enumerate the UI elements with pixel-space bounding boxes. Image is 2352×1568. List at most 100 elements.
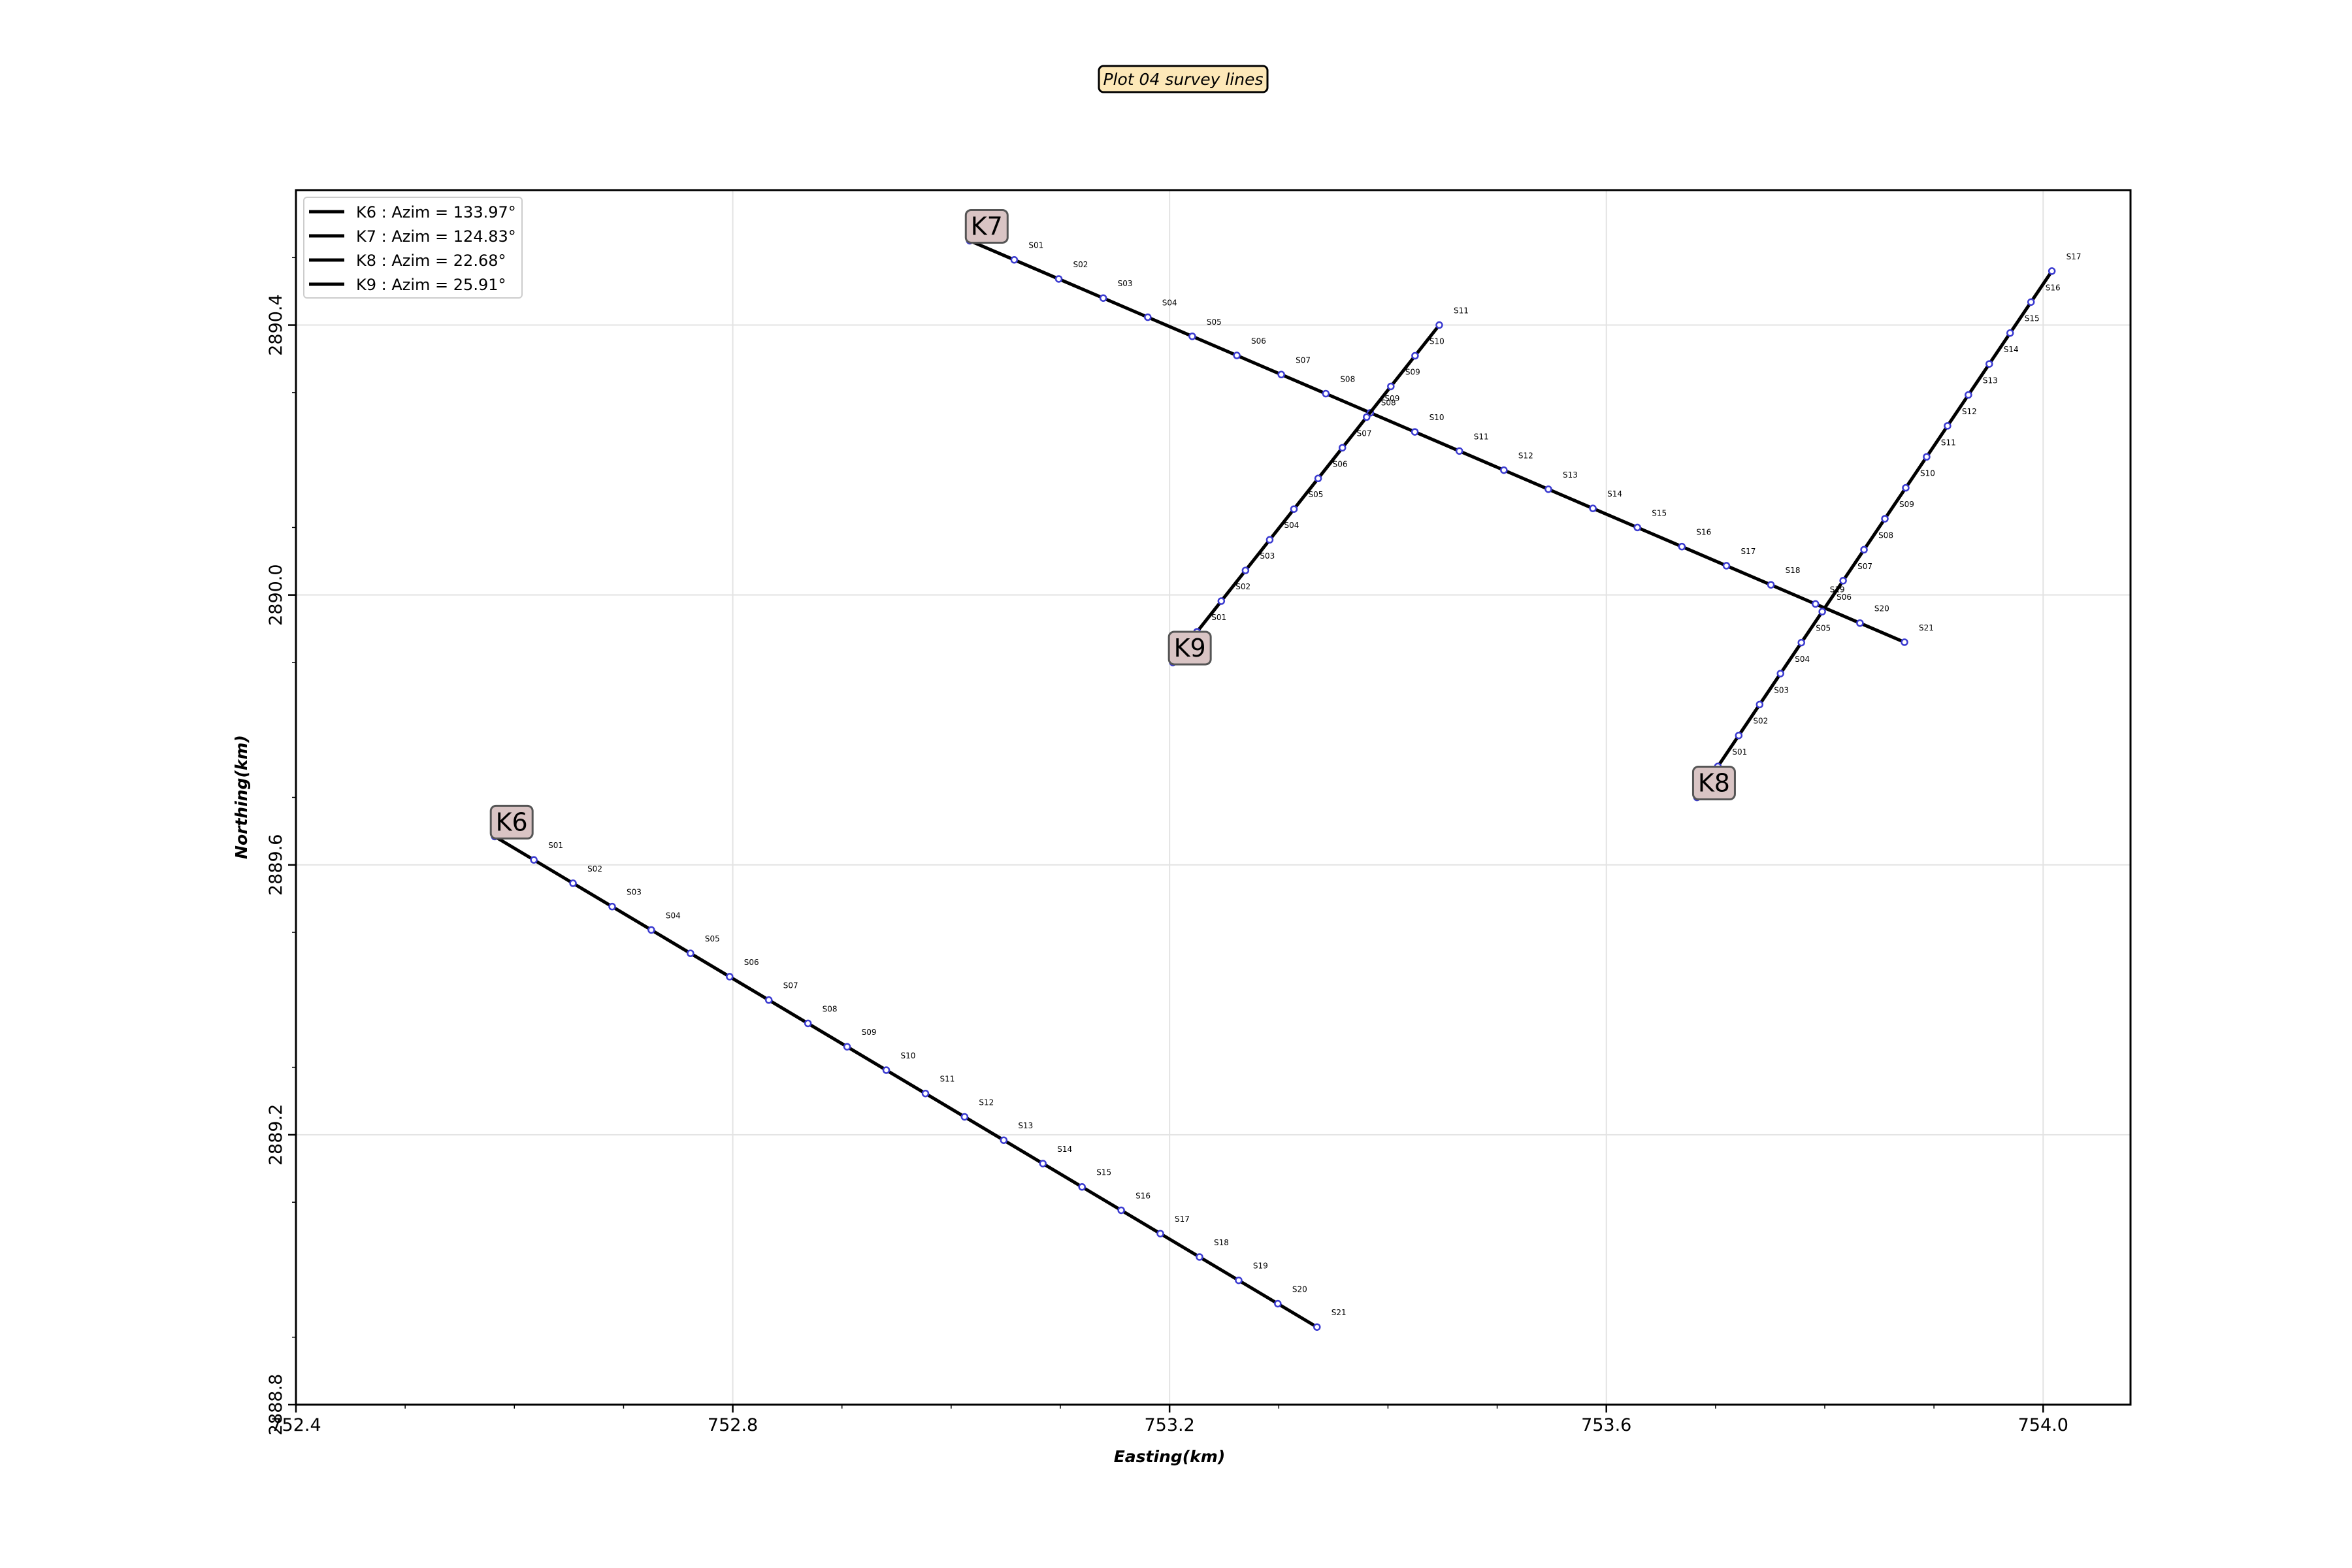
station-marker <box>1944 422 1952 430</box>
legend-entry: K7 : Azim = 124.83° <box>356 227 516 246</box>
station-label: S08 <box>1878 531 1893 540</box>
station-marker <box>1881 515 1889 523</box>
series-k7: S01S02S03S04S05S06S07S08S09S10S11S12S13S… <box>964 208 1934 646</box>
station-marker <box>960 1113 969 1121</box>
station-marker <box>1078 1183 1086 1191</box>
station-marker <box>1812 600 1820 608</box>
station-marker <box>1387 382 1395 391</box>
legend-entry: K9 : Azim = 25.91° <box>356 276 506 294</box>
legend-entry: K8 : Azim = 22.68° <box>356 252 506 270</box>
station-marker <box>1544 485 1552 493</box>
station-marker <box>530 856 538 864</box>
station-label: S10 <box>1429 413 1445 422</box>
station-label: S02 <box>1753 717 1768 726</box>
station-label: S01 <box>548 841 563 850</box>
station-label: S03 <box>1260 551 1275 561</box>
line-label-text: K6 <box>496 808 528 836</box>
station-marker <box>726 973 734 981</box>
station-marker <box>764 996 773 1004</box>
y-tick-label: 2888.8 <box>266 1374 286 1435</box>
station-label: S16 <box>1135 1191 1151 1200</box>
station-marker <box>1156 1230 1164 1237</box>
station-label: S02 <box>1073 260 1088 269</box>
station-label: S17 <box>2066 252 2082 261</box>
station-marker <box>1411 428 1419 436</box>
x-tick-label: 754.0 <box>2018 1415 2068 1435</box>
station-label: S01 <box>1732 747 1747 757</box>
station-marker <box>1965 391 1972 399</box>
station-label: S15 <box>1652 508 1667 517</box>
station-marker <box>1217 597 1226 605</box>
station-label: S05 <box>1309 490 1324 499</box>
station-marker <box>1144 313 1152 321</box>
station-label: S11 <box>1474 432 1489 441</box>
x-tick-label: 752.8 <box>708 1415 758 1435</box>
x-axis-label: Easting(km) <box>1114 1447 1226 1466</box>
station-label: S07 <box>1357 429 1372 438</box>
line-label-k8: K8 <box>1691 766 1736 800</box>
ticks: 752.4 752.8 753.2 753.6 754.0 2888.8 2889.2 288… <box>266 257 2068 1435</box>
station-marker <box>1500 466 1508 474</box>
station-label: S12 <box>979 1098 994 1107</box>
legend-box <box>303 197 523 299</box>
series-k6: S01 S02 S03 S04 S05 S06 S07 S08 S09 S10 S11 S12 S13 S… <box>489 804 1347 1331</box>
station-marker <box>569 879 577 887</box>
y-tick-label: 2890.4 <box>266 294 286 355</box>
station-marker <box>1010 255 1019 264</box>
station-label: S09 <box>1405 367 1420 376</box>
line-label-k6: K6 <box>489 804 534 840</box>
station-label: S08 <box>1340 375 1355 384</box>
station-label: S08 <box>823 1004 838 1013</box>
line-label-text: K8 <box>1698 769 1730 798</box>
station-label: S13 <box>1983 376 1998 385</box>
station-marker <box>1797 638 1805 647</box>
station-marker <box>1277 370 1285 379</box>
station-marker <box>921 1089 930 1098</box>
station-label: S12 <box>1518 451 1533 461</box>
station-label: S04 <box>1284 521 1299 530</box>
station-label: S11 <box>1454 306 1469 316</box>
station-label: S05 <box>1207 318 1222 327</box>
station-marker <box>1455 447 1463 455</box>
survey-line-k7 <box>969 239 1906 644</box>
station-marker <box>1117 1206 1125 1215</box>
station-label: S09 <box>862 1028 877 1037</box>
line-label-box <box>1691 766 1736 800</box>
chart-title: Plot 04 survey lines <box>1098 65 1269 93</box>
y-tick-label: 2889.6 <box>266 834 286 896</box>
plot-area <box>296 190 2131 1405</box>
station-label: S19 <box>1253 1262 1268 1271</box>
station-label: S07 <box>1296 355 1311 365</box>
station-marker <box>608 902 616 911</box>
line-label-k7: K7 <box>964 208 1009 244</box>
station-label: S01 <box>1028 241 1043 250</box>
station-label: S11 <box>1941 438 1956 447</box>
station-marker <box>1767 581 1775 589</box>
station-marker <box>1923 453 1931 461</box>
station-marker <box>1290 505 1298 513</box>
station-label: S03 <box>627 888 642 897</box>
station-label: S13 <box>1018 1121 1033 1130</box>
station-marker <box>647 926 655 934</box>
station-marker <box>1411 351 1419 360</box>
station-label: S02 <box>1235 582 1250 591</box>
line-label-box <box>964 208 1009 244</box>
station-marker <box>1241 566 1250 574</box>
station-marker <box>1678 542 1686 551</box>
station-label: S20 <box>1292 1284 1307 1294</box>
line-label-box <box>489 804 534 840</box>
station-marker <box>1363 413 1371 421</box>
station-label: S10 <box>1920 469 1935 478</box>
station-label: S04 <box>666 911 681 920</box>
x-tick-label: 753.2 <box>1144 1415 1194 1435</box>
survey-line-k6 <box>493 835 1318 1329</box>
station-marker <box>1235 1276 1243 1284</box>
station-label: S08 <box>1381 398 1396 407</box>
station-marker <box>687 949 694 957</box>
survey-line-k9 <box>1171 324 1441 664</box>
station-label: S03 <box>1118 279 1133 288</box>
station-marker <box>1054 275 1063 283</box>
y-tick-label: 2890.0 <box>266 564 286 625</box>
